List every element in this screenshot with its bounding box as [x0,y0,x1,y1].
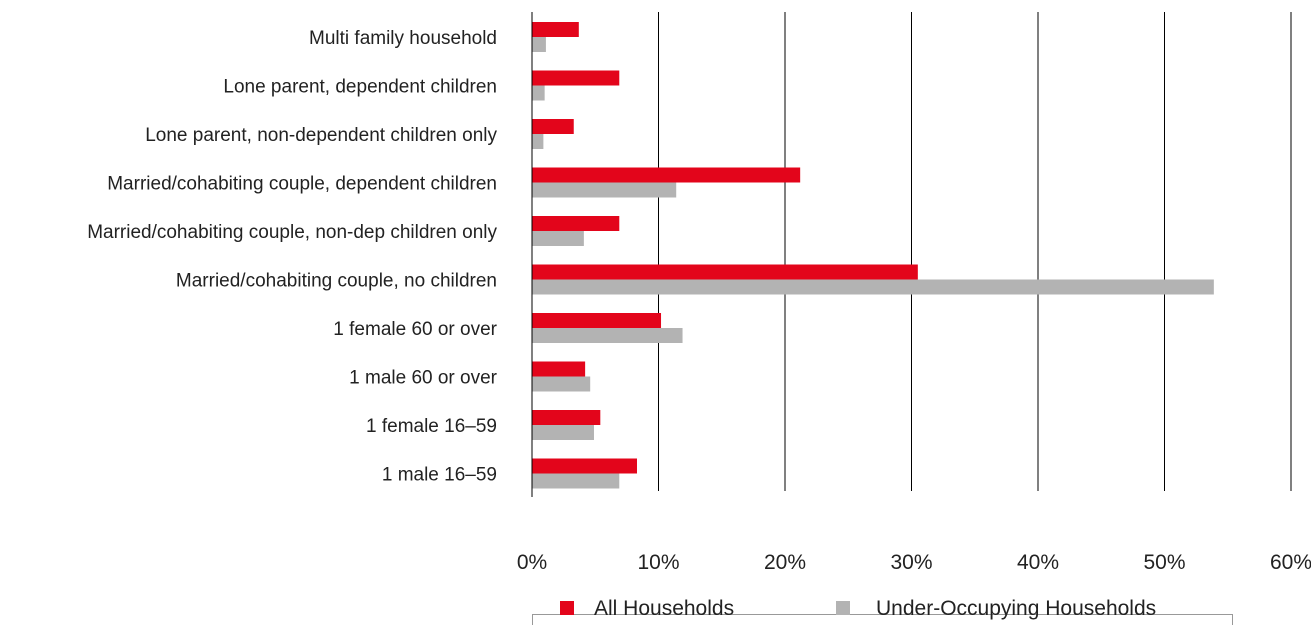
bars [532,22,1214,489]
bar-all-households-0 [532,22,579,37]
bar-under-occupying-8 [532,425,594,440]
category-label: Married/cohabiting couple, no children [176,271,497,292]
legend-label-all-households: All Households [594,597,734,620]
category-label: 1 male 16–59 [382,465,497,486]
bar-under-occupying-3 [532,182,677,198]
x-tick-label: 60% [1270,551,1311,574]
bar-all-households-4 [532,216,620,231]
category-label: Married/cohabiting couple, non-dep child… [87,222,497,243]
bar-under-occupying-0 [532,37,546,52]
bar-all-households-9 [532,458,637,474]
category-label: Multi family household [309,28,497,49]
legend-swatch-under-occupying [836,601,850,615]
legend: All Households Under-Occupying Households [532,597,1233,625]
gridlines [658,12,1292,491]
x-tick-label: 0% [517,551,547,574]
category-label: Married/cohabiting couple, dependent chi… [107,174,497,195]
x-tick-label: 30% [890,551,932,574]
bar-all-households-5 [532,264,918,280]
category-label: 1 female 60 or over [333,319,497,340]
legend-label-under-occupying: Under-Occupying Households [876,597,1156,620]
x-tick-label: 50% [1143,551,1185,574]
x-tick-label: 40% [1017,551,1059,574]
bar-under-occupying-2 [532,134,544,149]
category-label: 1 male 60 or over [349,368,498,389]
x-tick-labels: 0% 10% 20% 30% 40% 50% 60% [517,551,1311,574]
category-label: 1 female 16–59 [366,416,497,437]
legend-box [532,614,1233,625]
bar-under-occupying-7 [532,376,591,392]
legend-swatch-all-households [560,601,574,615]
bar-under-occupying-5 [532,279,1214,295]
category-label: Lone parent, dependent children [223,77,497,98]
bar-all-households-7 [532,361,586,377]
bar-under-occupying-4 [532,231,584,246]
category-label: Lone parent, non-dependent children only [145,125,497,146]
bar-all-households-2 [532,119,574,134]
bar-all-households-3 [532,167,801,183]
x-tick-label: 20% [764,551,806,574]
bar-under-occupying-9 [532,473,620,489]
bar-under-occupying-6 [532,328,683,343]
bar-all-households-1 [532,70,620,86]
bar-all-households-8 [532,410,601,425]
bar-under-occupying-1 [532,85,545,101]
category-labels: Multi family household Lone parent, depen… [87,28,497,486]
bar-all-households-6 [532,313,662,328]
x-tick-label: 10% [637,551,679,574]
